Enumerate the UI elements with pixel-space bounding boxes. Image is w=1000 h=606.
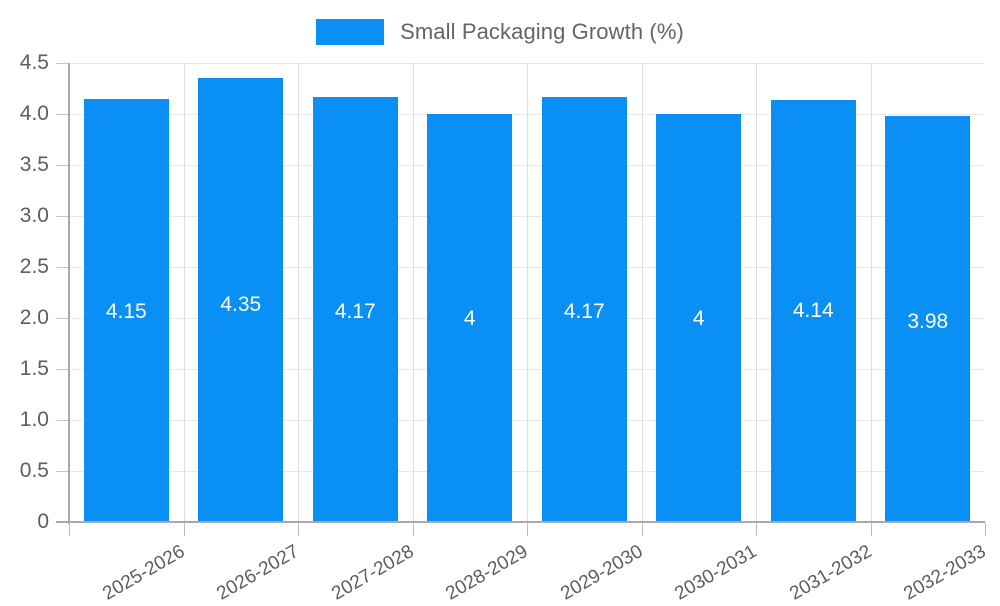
x-axis-tick	[412, 523, 414, 536]
x-axis-tick	[69, 523, 70, 536]
y-axis-tick	[56, 114, 69, 115]
y-axis-tick-label: 4.0	[19, 102, 49, 125]
plot-area: 4.15 4.35 4.17 4 4.17 4 4.14 3.98	[69, 63, 985, 522]
y-axis-tick-label: 0.5	[19, 459, 49, 482]
chart-legend: Small Packaging Growth (%)	[0, 12, 1000, 52]
gridline-vertical	[642, 63, 643, 522]
y-axis-tick	[56, 165, 69, 166]
x-axis-tick	[756, 523, 757, 536]
y-axis-line	[68, 63, 70, 524]
y-axis-tick	[56, 267, 69, 268]
bar[interactable]	[198, 78, 284, 522]
bar[interactable]	[656, 114, 742, 522]
bar[interactable]	[427, 114, 513, 522]
x-axis-category-label: 2030-2031	[671, 541, 761, 605]
x-axis-category-label: 2028-2029	[442, 541, 532, 605]
x-axis-category-label: 2032-2033	[900, 541, 990, 605]
y-axis-tick	[56, 216, 69, 217]
bar[interactable]	[83, 98, 169, 522]
x-axis-line	[56, 521, 985, 523]
gridline-vertical	[527, 63, 528, 522]
y-axis-tick-label: 3.0	[19, 204, 49, 227]
x-axis-tick	[985, 523, 986, 536]
legend-label: Small Packaging Growth (%)	[400, 19, 684, 44]
gridline-vertical	[871, 63, 872, 522]
x-axis-category-label: 2031-2032	[785, 541, 875, 605]
y-axis-tick-label: 2.5	[19, 255, 49, 278]
x-axis-category-label: 2026-2027	[213, 541, 303, 605]
gridline-vertical	[298, 63, 299, 522]
x-axis-tick	[870, 523, 872, 536]
y-axis-tick	[56, 63, 69, 64]
y-axis-tick	[56, 318, 69, 319]
bar[interactable]	[770, 99, 856, 522]
y-axis-tick-label: 2.0	[19, 306, 49, 329]
bar[interactable]	[885, 116, 971, 522]
gridline-vertical	[756, 63, 757, 522]
legend-item-small-packaging-growth[interactable]: Small Packaging Growth (%)	[316, 19, 684, 45]
y-axis-tick	[56, 420, 69, 421]
x-axis-tick	[641, 523, 643, 536]
bar[interactable]	[312, 96, 398, 522]
y-axis-tick-label: 3.5	[19, 153, 49, 176]
gridline-vertical	[413, 63, 414, 522]
x-axis-tick	[527, 523, 528, 536]
x-axis-tick	[298, 523, 299, 536]
x-axis-category-label: 2029-2030	[556, 541, 646, 605]
x-axis-tick	[183, 523, 185, 536]
gridline-vertical	[184, 63, 185, 522]
x-axis-category-label: 2025-2026	[98, 541, 188, 605]
y-axis-tick-label: 0	[37, 510, 49, 533]
legend-color-swatch-icon[interactable]	[316, 19, 385, 45]
y-axis-tick-label: 1.5	[19, 357, 49, 380]
y-axis-tick-label: 1.0	[19, 408, 49, 431]
bar[interactable]	[541, 96, 627, 522]
x-axis-category-label: 2027-2028	[327, 541, 417, 605]
y-axis-tick	[56, 369, 69, 370]
y-axis-tick-label: 4.5	[19, 51, 49, 74]
y-axis-tick	[56, 471, 69, 472]
